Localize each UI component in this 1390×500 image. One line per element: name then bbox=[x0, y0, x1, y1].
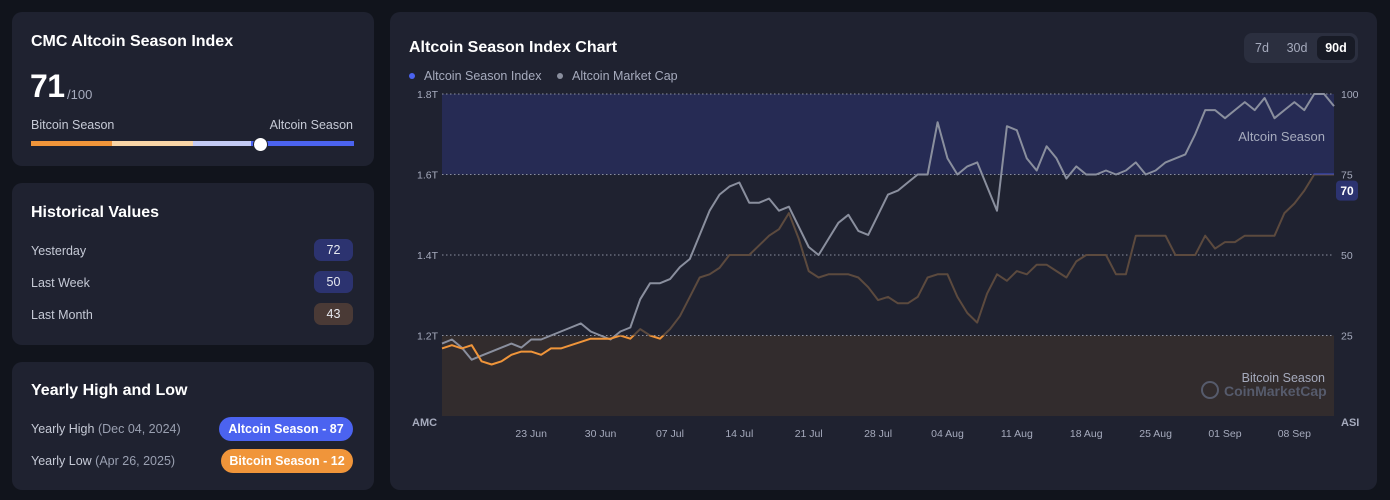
altcoin-index-line-bitcoin-zone bbox=[441, 335, 665, 366]
scale-segment-altcoin bbox=[250, 141, 354, 146]
current-value-label: 70 bbox=[1340, 184, 1354, 198]
yearly-low-date: (Apr 26, 2025) bbox=[95, 454, 176, 468]
bitcoin-season-zone bbox=[442, 335, 1334, 416]
index-max: /100 bbox=[67, 87, 93, 102]
index-chart-card: 1.8T 1.6T 1.4T 1.2T 100 75 50 25 AMC ASI 23 Jun 30 … bbox=[390, 12, 1377, 490]
x-tick-4: 21 Jul bbox=[795, 428, 823, 440]
yearly-high-low-card: Yearly High and Low Yearly High (Dec 04,… bbox=[12, 362, 374, 490]
yearly-high-label: Yearly High (Dec 04, 2024) bbox=[31, 422, 181, 436]
right-tick-1: 75 bbox=[1341, 170, 1353, 182]
x-tick-10: 01 Sep bbox=[1208, 428, 1241, 440]
legend-altcoin-index[interactable]: Altcoin Season Index bbox=[409, 69, 541, 83]
hist-label-yesterday: Yesterday bbox=[31, 244, 87, 258]
historical-title: Historical Values bbox=[31, 204, 160, 221]
left-tick-1: 1.6T bbox=[417, 170, 439, 182]
x-tick-5: 28 Jul bbox=[864, 428, 892, 440]
coinmarketcap-watermark-text: CoinMarketCap bbox=[1224, 383, 1327, 399]
x-tick-3: 14 Jul bbox=[725, 428, 753, 440]
x-tick-7: 11 Aug bbox=[1001, 428, 1033, 440]
altcoin-season-zone-label: Altcoin Season bbox=[1238, 129, 1325, 144]
yearly-high-text: Yearly High bbox=[31, 422, 95, 436]
altcoin-season-zone bbox=[442, 94, 1334, 175]
bitcoin-season-zone-label: Bitcoin Season bbox=[1242, 371, 1325, 385]
scale-segment-altcoin-light bbox=[192, 141, 251, 146]
season-scale-bar bbox=[31, 141, 354, 146]
altcoin-market-cap-line bbox=[441, 93, 1335, 361]
hist-label-last-week: Last Week bbox=[31, 276, 90, 290]
x-tick-9: 25 Aug bbox=[1139, 428, 1172, 440]
hist-badge-last-week: 50 bbox=[314, 271, 353, 293]
legend-index-label: Altcoin Season Index bbox=[424, 69, 542, 83]
scale-segment-bitcoin bbox=[31, 141, 112, 146]
current-value-badge bbox=[1336, 180, 1358, 201]
x-tick-8: 18 Aug bbox=[1070, 428, 1103, 440]
yearly-low-pill: Bitcoin Season - 12 bbox=[221, 449, 353, 473]
index-value: 71 bbox=[30, 68, 65, 104]
right-tick-3: 25 bbox=[1341, 331, 1353, 343]
index-chart[interactable]: 1.8T 1.6T 1.4T 1.2T 100 75 50 25 AMC ASI 23 Jun 30 … bbox=[390, 12, 1377, 490]
left-tick-2: 1.4T bbox=[417, 250, 439, 262]
range-7d-button[interactable]: 7d bbox=[1255, 41, 1269, 55]
coinmarketcap-logo-icon bbox=[1201, 381, 1219, 399]
right-axis-label: ASI bbox=[1341, 417, 1359, 429]
yearly-title: Yearly High and Low bbox=[31, 382, 188, 399]
bitcoin-season-label: Bitcoin Season bbox=[31, 118, 115, 132]
legend-mcap-dot bbox=[557, 73, 563, 79]
altcoin-season-label: Altcoin Season bbox=[269, 118, 353, 132]
right-tick-0: 100 bbox=[1341, 89, 1359, 101]
hist-badge-yesterday: 72 bbox=[314, 239, 353, 261]
hist-badge-last-month: 43 bbox=[314, 303, 353, 325]
index-indicator-knob bbox=[253, 137, 269, 152]
x-tick-11: 08 Sep bbox=[1278, 428, 1311, 440]
right-tick-2: 50 bbox=[1341, 250, 1353, 262]
hist-label-last-month: Last Month bbox=[31, 308, 93, 322]
x-tick-1: 30 Jun bbox=[585, 428, 617, 440]
chart-title: Altcoin Season Index Chart bbox=[409, 39, 618, 56]
index-card-title: CMC Altcoin Season Index bbox=[31, 33, 234, 50]
coinmarketcap-watermark: CoinMarketCap bbox=[1201, 381, 1327, 399]
x-tick-2: 07 Jul bbox=[656, 428, 684, 440]
yearly-low-text: Yearly Low bbox=[31, 454, 92, 468]
historical-values-card: Historical Values Yesterday 72 Last Week… bbox=[12, 183, 374, 345]
legend-market-cap[interactable]: Altcoin Market Cap bbox=[557, 69, 678, 83]
yearly-low-label: Yearly Low (Apr 26, 2025) bbox=[31, 454, 175, 468]
left-axis-label: AMC bbox=[412, 417, 437, 429]
x-tick-0: 23 Jun bbox=[515, 428, 547, 440]
yearly-high-pill: Altcoin Season - 87 bbox=[219, 417, 353, 441]
altcoin-index-line-neutral-zone bbox=[617, 174, 1334, 336]
range-90d-button[interactable]: 90d bbox=[1317, 36, 1355, 60]
legend-index-dot bbox=[409, 73, 415, 79]
left-tick-3: 1.2T bbox=[417, 331, 439, 343]
yearly-high-date: (Dec 04, 2024) bbox=[97, 422, 181, 436]
altcoin-season-index-card: CMC Altcoin Season Index 71 /100 Bitcoin… bbox=[12, 12, 374, 166]
range-selector: 7d 30d 90d bbox=[1244, 33, 1358, 63]
left-tick-0: 1.8T bbox=[417, 89, 439, 101]
scale-segment-bitcoin-light bbox=[111, 141, 193, 146]
legend-mcap-label: Altcoin Market Cap bbox=[572, 69, 678, 83]
range-30d-button[interactable]: 30d bbox=[1286, 41, 1308, 55]
x-tick-6: 04 Aug bbox=[931, 428, 964, 440]
